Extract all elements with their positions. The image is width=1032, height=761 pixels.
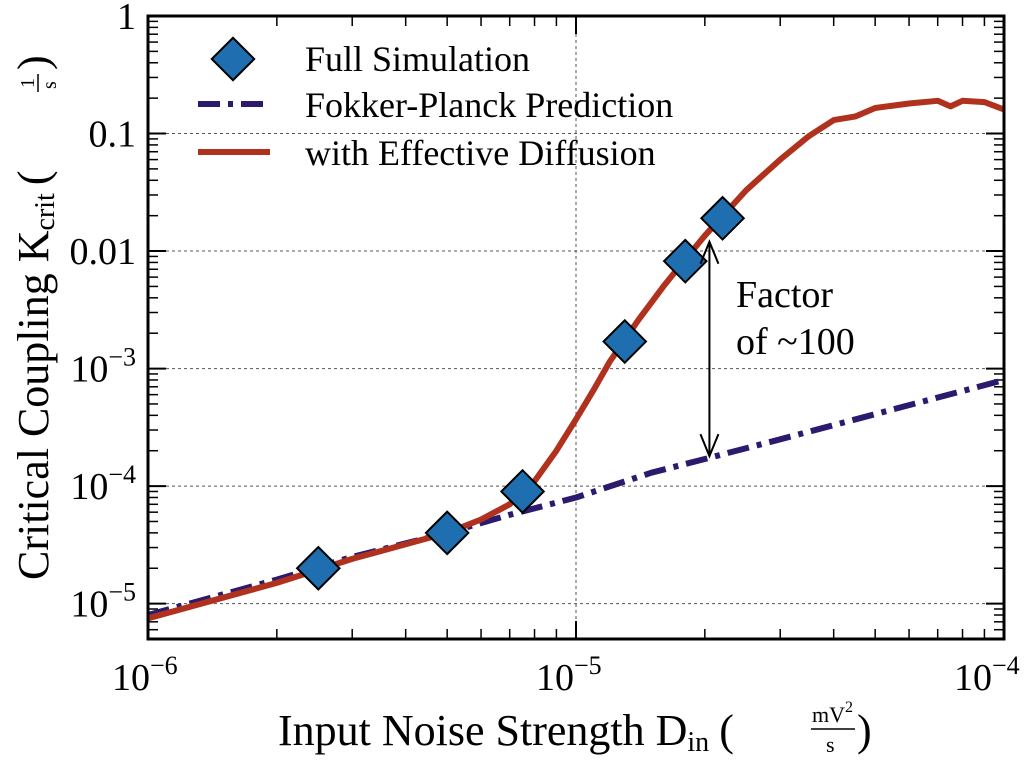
y-tick-label: 10−3 bbox=[70, 343, 136, 391]
x-axis-unit-close: ) bbox=[857, 706, 872, 755]
y-axis-unit-denominator: s bbox=[39, 81, 61, 89]
annotation: Factor of ~100 bbox=[699, 239, 855, 459]
x-tick-labels: 10−6 10−5 10−4 bbox=[112, 651, 1020, 699]
y-axis-unit-numerator: 1 bbox=[17, 78, 39, 88]
data-point-full-simulation bbox=[499, 468, 546, 515]
legend-label-effective-diffusion: with Effective Diffusion bbox=[305, 133, 656, 173]
legend-label-fokker-planck: Fokker-Planck Prediction bbox=[305, 85, 673, 125]
x-axis-unit-denominator: s bbox=[826, 732, 835, 757]
y-axis-title: Critical Coupling Kcrit( bbox=[9, 171, 61, 581]
x-axis-title: Input Noise Strength Din( bbox=[278, 706, 734, 758]
minor-ticks bbox=[147, 15, 1005, 639]
series-layer bbox=[147, 97, 1006, 622]
data-point-full-simulation bbox=[295, 545, 341, 591]
y-tick-label: 10−4 bbox=[70, 460, 136, 508]
annotation-arrow-head-bottom bbox=[699, 433, 720, 459]
data-point-full-simulation bbox=[602, 318, 648, 365]
y-tick-labels: 1 0.1 0.01 10−3 10−4 10−5 bbox=[70, 0, 137, 626]
legend-marker-full-simulation bbox=[210, 36, 256, 82]
data-point-full-simulation bbox=[662, 238, 708, 284]
y-tick-label: 10−5 bbox=[70, 578, 136, 626]
annotation-arrow-head-top bbox=[699, 239, 720, 265]
y-axis-unit-close: ) bbox=[9, 55, 58, 70]
plot-frame bbox=[146, 14, 1006, 641]
x-tick-label: 10−5 bbox=[536, 651, 602, 699]
x-tick-label: 10−4 bbox=[954, 651, 1020, 699]
x-tick-label: 10−6 bbox=[112, 651, 178, 699]
data-point-full-simulation bbox=[699, 195, 746, 241]
data-point-full-simulation bbox=[424, 510, 470, 556]
y-tick-label: 0.01 bbox=[70, 231, 137, 273]
y-tick-label: 1 bbox=[117, 0, 136, 38]
x-axis-unit-numerator: mV2 bbox=[812, 699, 853, 727]
annotation-line2: of ~100 bbox=[736, 321, 855, 363]
y-tick-label: 0.1 bbox=[89, 114, 137, 156]
annotation-line1: Factor bbox=[736, 274, 833, 316]
legend-label-full-simulation: Full Simulation bbox=[305, 39, 530, 79]
legend: Full Simulation Fokker-Planck Prediction… bbox=[198, 36, 673, 173]
grid-lines bbox=[148, 16, 1004, 639]
